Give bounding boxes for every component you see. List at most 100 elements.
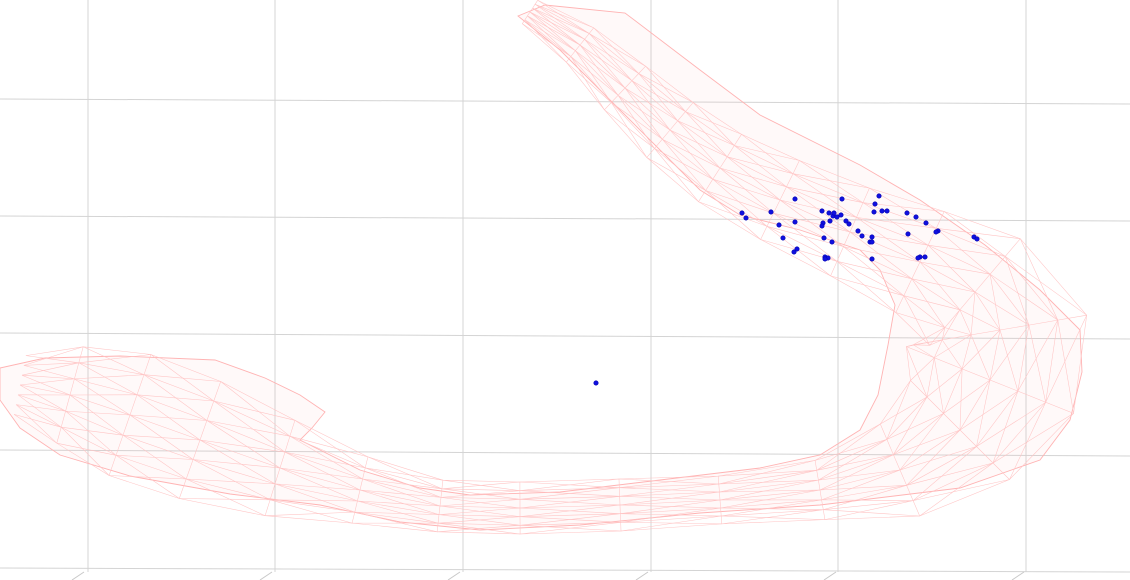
mesh-edge [527, 11, 531, 17]
mesh-edge [935, 211, 945, 229]
point-marker[interactable] [780, 235, 786, 241]
point-marker[interactable] [904, 210, 910, 216]
point-marker[interactable] [923, 220, 929, 226]
mesh-edge [192, 459, 271, 501]
point-marker[interactable] [884, 208, 890, 214]
mesh-edge [129, 414, 194, 460]
point-marker[interactable] [792, 196, 798, 202]
mesh-edge [109, 475, 187, 480]
point-marker[interactable] [826, 210, 832, 216]
mesh-edge [519, 490, 620, 497]
mesh-edge [365, 467, 442, 498]
mesh-edge [65, 394, 71, 412]
point-marker[interactable] [834, 214, 840, 220]
mesh-edge [843, 246, 921, 263]
mesh-edge [819, 454, 894, 491]
point-marker[interactable] [933, 229, 939, 235]
point-marker[interactable] [843, 218, 849, 224]
mesh-edge [961, 368, 991, 381]
point-marker[interactable] [839, 196, 845, 202]
point-marker[interactable] [819, 208, 825, 214]
mesh-edge [919, 245, 929, 263]
mesh-edge [631, 80, 686, 112]
mesh-edge [522, 23, 571, 57]
point-marker[interactable] [593, 380, 599, 386]
point-marker[interactable] [859, 233, 865, 239]
mesh-edge [206, 400, 215, 421]
mesh-edge [779, 199, 857, 218]
mesh-edge [524, 15, 528, 20]
mesh-edge [284, 436, 291, 453]
point-marker[interactable] [792, 219, 798, 225]
mesh-edge [693, 102, 735, 146]
mesh-edge [662, 139, 706, 191]
mesh-edge [269, 483, 276, 500]
mesh-edge [928, 244, 1006, 257]
mesh-edge [289, 420, 296, 437]
point-marker[interactable] [819, 223, 825, 229]
point-marker[interactable] [869, 239, 875, 245]
mesh-line [21, 15, 972, 500]
mesh-edge [903, 295, 930, 346]
mesh-edge [843, 246, 904, 296]
mesh-edge [910, 357, 935, 381]
mesh-edge [21, 362, 79, 376]
mesh-edge [611, 102, 648, 158]
mesh-edge [720, 489, 821, 509]
mesh-edge [903, 278, 913, 296]
point-marker[interactable] [915, 255, 921, 261]
mesh-edge [619, 504, 721, 509]
point-marker[interactable] [872, 201, 878, 207]
mesh-edge [720, 507, 722, 517]
mesh-edge [886, 380, 911, 440]
mesh-edge [279, 467, 358, 502]
point-marker[interactable] [922, 254, 928, 260]
point-marker[interactable] [827, 218, 833, 224]
point-markers[interactable] [593, 193, 980, 386]
point-marker[interactable] [768, 209, 774, 215]
mesh-edge [685, 102, 694, 112]
mesh-edge [903, 295, 960, 311]
mesh-line [19, 11, 1001, 509]
mesh-edge [150, 354, 214, 402]
mesh-edge [734, 134, 742, 146]
point-marker[interactable] [821, 235, 827, 241]
point-marker[interactable] [876, 193, 882, 199]
point-marker[interactable] [838, 212, 844, 218]
mesh-line [13, 0, 1087, 535]
mesh-edge [439, 505, 521, 517]
point-marker[interactable] [974, 236, 980, 242]
mesh-edge [934, 334, 972, 358]
point-marker[interactable] [846, 221, 852, 227]
mesh-line [15, 3, 1059, 526]
point-marker[interactable] [829, 239, 835, 245]
mesh-edge [186, 478, 266, 516]
point-marker[interactable] [869, 234, 875, 240]
mesh-edge [25, 355, 79, 364]
point-marker[interactable] [831, 210, 837, 216]
point-marker[interactable] [879, 208, 885, 214]
point-marker[interactable] [905, 231, 911, 237]
point-marker[interactable] [791, 249, 797, 255]
point-marker[interactable] [822, 256, 828, 262]
mesh-edge [575, 50, 626, 89]
point-marker[interactable] [794, 246, 800, 252]
mesh-edge [913, 344, 935, 358]
mesh-edge [792, 173, 857, 218]
point-marker[interactable] [871, 209, 877, 215]
point-marker[interactable] [739, 210, 745, 216]
mesh-edge [899, 413, 944, 471]
point-marker[interactable] [776, 222, 782, 228]
mesh-edge [589, 33, 646, 67]
mesh-line [25, 23, 931, 483]
mesh-edge [712, 178, 781, 201]
mesh-edge [906, 346, 928, 398]
point-marker[interactable] [869, 256, 875, 262]
point-marker[interactable] [743, 215, 749, 221]
point-marker[interactable] [855, 228, 861, 234]
mesh-edge [760, 226, 768, 240]
point-marker[interactable] [913, 214, 919, 220]
surface-mesh[interactable] [0, 0, 1087, 535]
